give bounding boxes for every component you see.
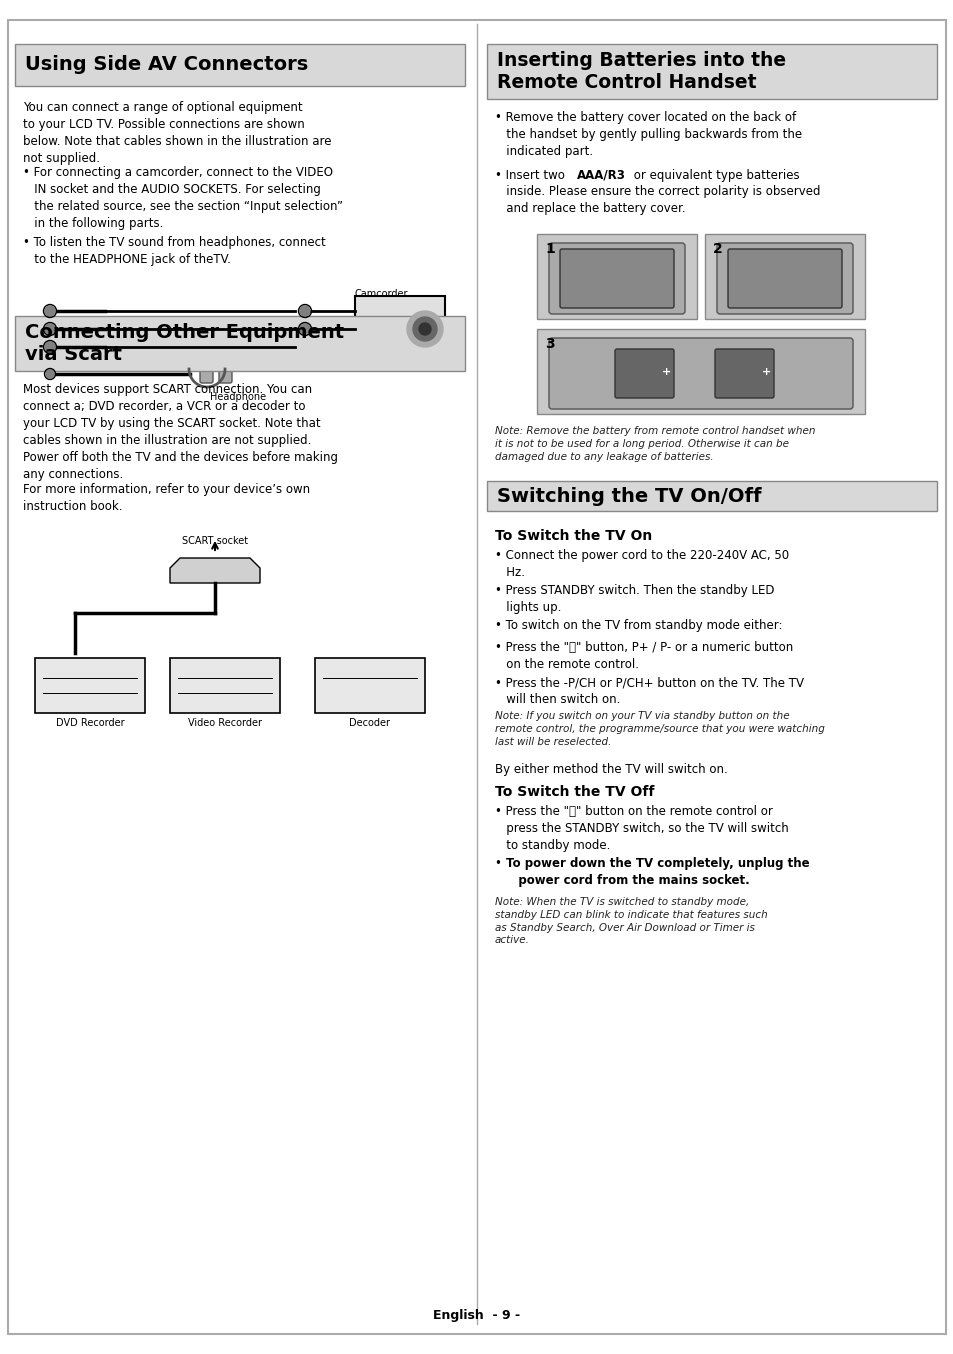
Text: • For connecting a camcorder, connect to the VIDEO
   IN socket and the AUDIO SO: • For connecting a camcorder, connect to… (23, 167, 343, 230)
Polygon shape (170, 558, 260, 584)
Text: For more information, refer to your device’s own
instruction book.: For more information, refer to your devi… (23, 483, 310, 513)
Circle shape (418, 324, 431, 334)
Text: SCART socket: SCART socket (182, 536, 248, 546)
Text: To Switch the TV On: To Switch the TV On (495, 529, 652, 543)
FancyBboxPatch shape (170, 658, 280, 714)
FancyBboxPatch shape (548, 338, 852, 409)
Text: Decoder: Decoder (349, 718, 390, 728)
Text: English  - 9 -: English - 9 - (433, 1309, 520, 1322)
Text: Switching the TV On/Off: Switching the TV On/Off (497, 486, 760, 505)
Circle shape (45, 324, 55, 334)
FancyBboxPatch shape (486, 481, 936, 510)
FancyBboxPatch shape (8, 20, 945, 1334)
FancyBboxPatch shape (559, 249, 673, 307)
Text: • Press the "⭘" button on the remote control or
   press the STANDBY switch, so : • Press the "⭘" button on the remote con… (495, 806, 788, 852)
Text: Connecting Other Equipment
via Scart: Connecting Other Equipment via Scart (25, 324, 344, 364)
FancyBboxPatch shape (314, 658, 424, 714)
Text: AAA/R3: AAA/R3 (577, 169, 625, 181)
Text: Most devices support SCART connection. You can
connect a; DVD recorder, a VCR or: Most devices support SCART connection. Y… (23, 383, 337, 481)
Circle shape (46, 370, 54, 378)
Text: • Connect the power cord to the 220-240V AC, 50
   Hz.: • Connect the power cord to the 220-240V… (495, 548, 788, 580)
Text: 1: 1 (544, 242, 554, 256)
Text: • Press STANDBY switch. Then the standby LED
   lights up.: • Press STANDBY switch. Then the standby… (495, 584, 774, 613)
FancyBboxPatch shape (714, 349, 773, 398)
Text: Note: If you switch on your TV via standby button on the
remote control, the pro: Note: If you switch on your TV via stand… (495, 711, 824, 746)
FancyBboxPatch shape (486, 43, 936, 99)
FancyBboxPatch shape (355, 297, 444, 362)
Text: or equivalent type batteries: or equivalent type batteries (629, 169, 799, 181)
Circle shape (299, 324, 310, 334)
Text: Note: Remove the battery from remote control handset when
it is not to be used f: Note: Remove the battery from remote con… (495, 427, 815, 462)
Text: Headphone: Headphone (210, 393, 266, 402)
FancyBboxPatch shape (15, 43, 464, 87)
Text: +: + (761, 367, 770, 376)
FancyBboxPatch shape (615, 349, 673, 398)
Circle shape (45, 306, 55, 315)
Text: By either method the TV will switch on.: By either method the TV will switch on. (495, 764, 727, 776)
Circle shape (413, 317, 436, 341)
FancyBboxPatch shape (548, 242, 684, 314)
Text: • Remove the battery cover located on the back of
   the handset by gently pulli: • Remove the battery cover located on th… (495, 111, 801, 158)
Text: DVD Recorder: DVD Recorder (55, 718, 124, 728)
Circle shape (45, 343, 55, 352)
Text: • To listen the TV sound from headphones, connect
   to the HEADPHONE jack of th: • To listen the TV sound from headphones… (23, 236, 325, 265)
Text: +: + (661, 367, 671, 376)
Circle shape (299, 306, 310, 315)
FancyBboxPatch shape (219, 367, 232, 383)
FancyBboxPatch shape (717, 242, 852, 314)
FancyBboxPatch shape (35, 658, 145, 714)
Text: 3: 3 (544, 337, 554, 351)
Text: inside. Please ensure the correct polarity is observed
   and replace the batter: inside. Please ensure the correct polari… (495, 185, 820, 215)
FancyBboxPatch shape (15, 315, 464, 371)
FancyBboxPatch shape (537, 234, 697, 320)
FancyBboxPatch shape (537, 329, 864, 414)
Text: Camcorder: Camcorder (355, 288, 408, 299)
Text: •: • (495, 857, 505, 871)
Circle shape (407, 311, 442, 347)
Text: Note: When the TV is switched to standby mode,
standby LED can blink to indicate: Note: When the TV is switched to standby… (495, 896, 767, 945)
FancyBboxPatch shape (704, 234, 864, 320)
Text: To power down the TV completely, unplug the
   power cord from the mains socket.: To power down the TV completely, unplug … (505, 857, 809, 887)
Text: To Switch the TV Off: To Switch the TV Off (495, 785, 654, 799)
FancyBboxPatch shape (200, 367, 213, 383)
Text: Inserting Batteries into the
Remote Control Handset: Inserting Batteries into the Remote Cont… (497, 51, 785, 92)
Text: Video Recorder: Video Recorder (188, 718, 262, 728)
Text: • To switch on the TV from standby mode either:: • To switch on the TV from standby mode … (495, 619, 781, 632)
Text: 2: 2 (712, 242, 722, 256)
FancyBboxPatch shape (727, 249, 841, 307)
Text: • Insert two: • Insert two (495, 169, 572, 181)
Text: • Press the -P/CH or P/CH+ button on the TV. The TV
   will then switch on.: • Press the -P/CH or P/CH+ button on the… (495, 676, 803, 705)
Text: • Press the "⭘" button, P+ / P- or a numeric button
   on the remote control.: • Press the "⭘" button, P+ / P- or a num… (495, 640, 792, 672)
Text: You can connect a range of optional equipment
to your LCD TV. Possible connectio: You can connect a range of optional equi… (23, 102, 331, 165)
Text: Using Side AV Connectors: Using Side AV Connectors (25, 56, 308, 74)
